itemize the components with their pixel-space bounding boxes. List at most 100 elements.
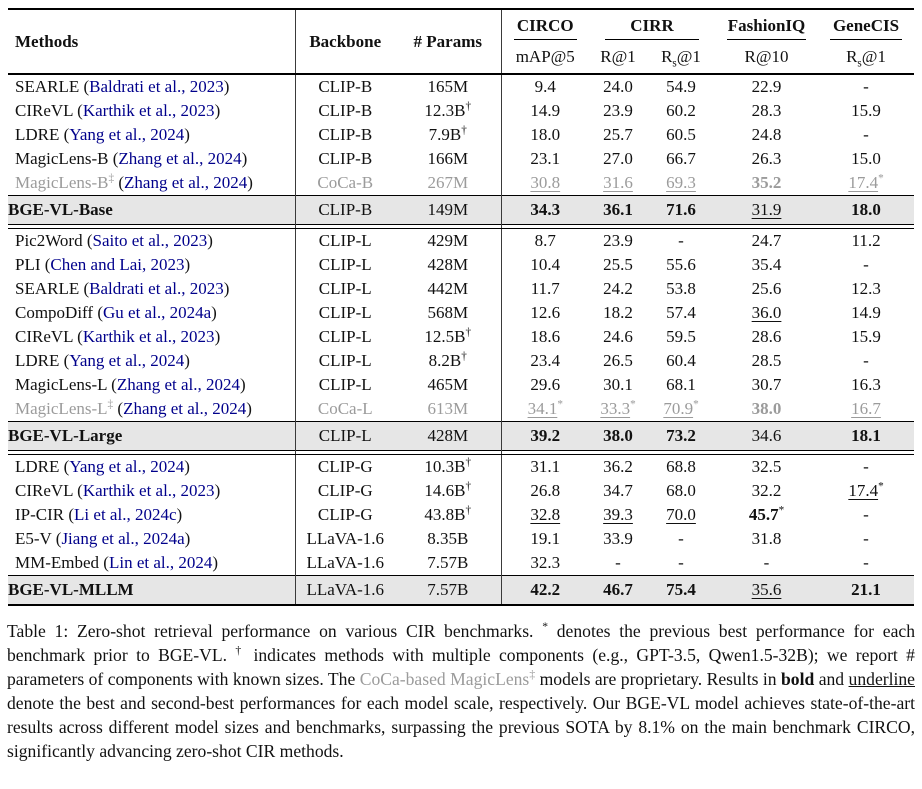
metric-cell: 35.6 [715, 575, 819, 605]
dagger-marker: † [465, 504, 472, 517]
citation-link[interactable]: Zhang et al., 2024 [123, 399, 247, 418]
metric-cell: 18.0 [501, 123, 589, 147]
metric-cell: 26.5 [589, 349, 647, 373]
section-divider [8, 224, 915, 229]
method-cell: Pic2Word (Saito et al., 2023) [8, 228, 296, 253]
metric-value: 18.1 [851, 426, 881, 445]
paren: ( [44, 255, 51, 274]
params-cell: 8.35B [395, 527, 502, 551]
metric-value: 32.3 [530, 553, 561, 572]
metric-value: 29.6 [530, 375, 561, 394]
highlight-row: BGE-VL-Base CLIP-B 149M 34.3 36.1 71.6 31.9 18.… [8, 195, 915, 225]
method-cell: MagicLens-L‡ (Zhang et al., 2024) [8, 397, 296, 422]
metric-cell: 17.4* [818, 479, 914, 503]
metric-cell: 11.7 [501, 277, 589, 301]
metric-value: 68.0 [666, 481, 696, 500]
method-cell: LDRE (Yang et al., 2024) [8, 123, 296, 147]
table-row: CIReVL (Karthik et al., 2023) CLIP-L 12.5B… [8, 325, 914, 349]
metric-cell: 32.5 [715, 455, 818, 480]
params-value: 613M [427, 399, 469, 418]
table-row: MagicLens-L‡ (Zhang et al., 2024) CoCa-L 6… [8, 397, 914, 422]
table-row: PLI (Chen and Lai, 2023) CLIP-L 428M 10.4 25… [8, 253, 914, 277]
backbone-cell: CLIP-G [317, 505, 373, 524]
method-cell: LDRE (Yang et al., 2024) [8, 349, 296, 373]
metric-cell: 24.0 [589, 74, 647, 99]
metric-cell: 32.3 [501, 551, 589, 576]
method-cell: MagicLens-L (Zhang et al., 2024) [8, 373, 296, 397]
citation-link[interactable]: Baldrati et al., 2023 [89, 77, 224, 96]
metric-value: 23.9 [603, 231, 633, 250]
citation-link[interactable]: Yang et al., 2024 [69, 457, 185, 476]
backbone-cell: CLIP-L [318, 303, 372, 322]
metric-value: 23.4 [530, 351, 561, 370]
citation-link[interactable]: Gu et al., 2024a [103, 303, 212, 322]
divider-segment [8, 224, 296, 229]
col-header-backbone: Backbone [309, 31, 382, 51]
paren: ) [184, 529, 191, 548]
citation-link[interactable]: Li et al., 2024c [74, 505, 177, 524]
subheader-cirr-r1: R@1 [600, 46, 636, 66]
divider-segment [8, 450, 296, 455]
table-row: SEARLE (Baldrati et al., 2023) CLIP-L 442M… [8, 277, 914, 301]
citation-link[interactable]: Karthik et al., 2023 [82, 481, 215, 500]
asterisk-marker: * [693, 398, 699, 411]
metric-value: 18.6 [530, 327, 561, 346]
metric-cell: 24.6 [589, 325, 647, 349]
method-name: CompoDiff [15, 303, 94, 322]
method-cell: PLI (Chen and Lai, 2023) [8, 253, 296, 277]
paren: ( [63, 125, 70, 144]
paren: ) [247, 173, 253, 192]
citation-link[interactable]: Yang et al., 2024 [69, 351, 185, 370]
metric-cell: 69.3 [647, 171, 715, 196]
paren: ) [246, 399, 252, 418]
metric-value: 21.1 [851, 580, 881, 599]
metric-empty: - [863, 351, 869, 370]
citation-link[interactable]: Lin et al., 2024 [108, 553, 213, 572]
citation-link[interactable]: Jiang et al., 2024a [61, 529, 185, 548]
method-name: CIReVL [15, 101, 73, 120]
metric-cell: 33.9 [589, 527, 647, 551]
citation-link[interactable]: Saito et al., 2023 [92, 231, 208, 250]
group-header-genecis: GeneCIS [818, 9, 914, 40]
metric-value: 46.7 [603, 580, 633, 599]
metric-cell: 14.9 [501, 99, 589, 123]
group-header-fashioniq: FashionIQ [715, 9, 818, 40]
params-cell: 7.57B [395, 575, 502, 605]
subheader-fashioniq-r10: R@10 [744, 46, 789, 66]
citation-link[interactable]: Karthik et al., 2023 [82, 327, 215, 346]
citation-link[interactable]: Zhang et al., 2024 [118, 149, 242, 168]
metric-cell: 30.1 [589, 373, 647, 397]
params-cell: 10.3B† [395, 454, 502, 479]
metric-cell: - [818, 74, 914, 99]
metric-value: 33.3 [600, 399, 631, 418]
metric-cell: 66.7 [647, 147, 715, 171]
method-cell: CIReVL (Karthik et al., 2023) [8, 325, 296, 349]
metric-value: 25.6 [751, 279, 782, 298]
metric-value: 33.9 [603, 529, 633, 548]
citation-link[interactable]: Zhang et al., 2024 [124, 173, 248, 192]
paren: ( [97, 303, 103, 322]
metric-cell: 8.7 [501, 229, 589, 254]
metric-value: 28.3 [751, 101, 782, 120]
table-row: LDRE (Yang et al., 2024) CLIP-G 10.3B† 31.1… [8, 454, 914, 480]
citation-link[interactable]: Yang et al., 2024 [69, 125, 185, 144]
citation-link[interactable]: Chen and Lai, 2023 [50, 255, 185, 274]
highlight-row: BGE-VL-Large CLIP-L 428M 39.2 38.0 73.2 34.6 18… [8, 421, 915, 451]
metric-cell: 38.0 [715, 397, 818, 422]
params-cell: 428M [395, 253, 502, 277]
metric-value: 30.1 [603, 375, 633, 394]
paren: ) [223, 279, 230, 298]
method-cell: BGE-VL-Base [8, 195, 296, 225]
dagger-marker: † [461, 124, 467, 137]
metric-cell: 26.8 [501, 479, 589, 503]
citation-link[interactable]: Karthik et al., 2023 [82, 101, 215, 120]
metric-cell: - [818, 455, 914, 480]
metric-cell: 12.6 [501, 301, 589, 325]
method-name: BGE-VL-Large [8, 426, 123, 445]
metric-cell: 30.8 [501, 171, 589, 196]
subheader-map5: mAP@5 [515, 46, 575, 66]
metric-empty: - [863, 553, 869, 572]
citation-link[interactable]: Zhang et al., 2024 [116, 375, 241, 394]
citation-link[interactable]: Baldrati et al., 2023 [89, 279, 224, 298]
results-table: Methods Backbone # Params CIRCO CIRR Fas… [8, 8, 915, 606]
